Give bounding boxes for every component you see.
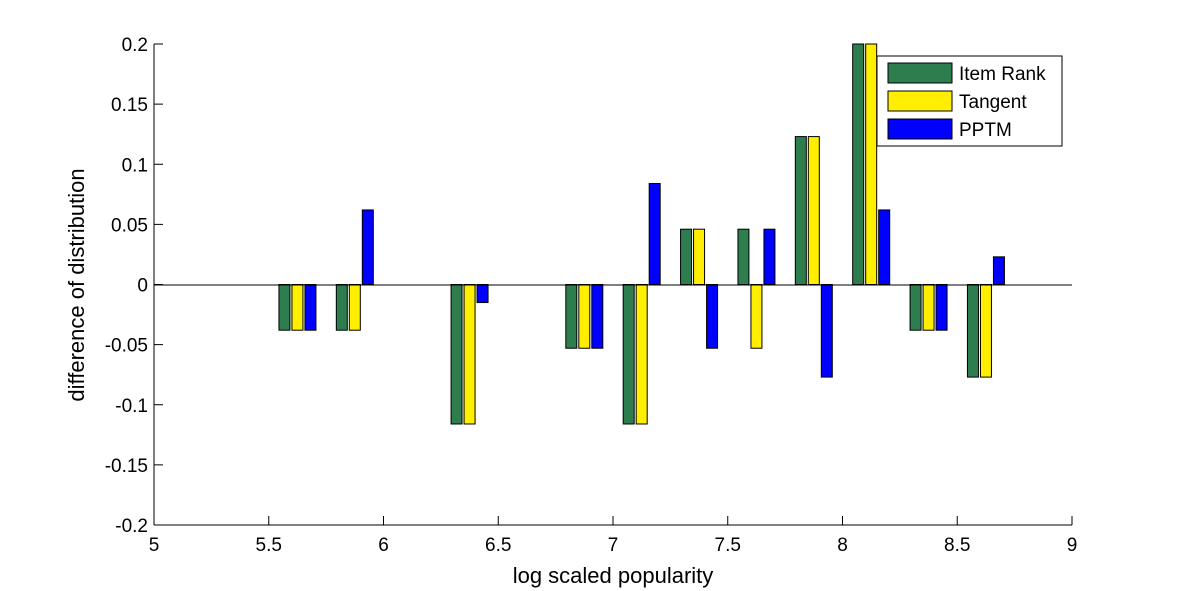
bar-pptm-3 xyxy=(591,284,604,349)
bar-tangent-1 xyxy=(348,284,361,331)
bar-tangent-9 xyxy=(922,284,935,331)
legend-label-1: Tangent xyxy=(959,92,1027,113)
x-tick-label: 7 xyxy=(608,535,619,556)
legend-swatch-0 xyxy=(887,62,953,84)
bar-item-rank-2 xyxy=(450,284,463,425)
bar-tangent-6 xyxy=(750,284,763,349)
bar-tangent-10 xyxy=(979,284,992,378)
bar-tangent-0 xyxy=(291,284,304,331)
bar-tangent-8 xyxy=(865,43,878,285)
y-tick-label: 0.2 xyxy=(122,35,148,56)
y-tick-label: 0 xyxy=(137,276,148,297)
bar-pptm-2 xyxy=(476,284,489,304)
x-tick-label: 7.5 xyxy=(715,535,741,556)
x-tick-label: 6 xyxy=(378,535,389,556)
bar-pptm-0 xyxy=(304,284,317,331)
legend-label-0: Item Rank xyxy=(959,64,1046,85)
bar-tangent-7 xyxy=(807,136,820,285)
x-axis-label: log scaled popularity xyxy=(513,563,714,588)
bar-pptm-8 xyxy=(878,209,891,285)
y-tick-label: -0.1 xyxy=(115,396,148,417)
y-axis-label: difference of distribution xyxy=(64,168,89,401)
bar-item-rank-9 xyxy=(909,284,922,331)
y-tick-label: 0.1 xyxy=(122,155,148,176)
bar-tangent-5 xyxy=(693,228,706,286)
bars-layer xyxy=(278,43,1005,425)
x-tick-label: 6.5 xyxy=(485,535,511,556)
legend: Item Rank Tangent PPTM xyxy=(876,55,1063,147)
x-tick-label: 5.5 xyxy=(256,535,282,556)
bar-item-rank-3 xyxy=(565,284,578,349)
bar-pptm-9 xyxy=(935,284,948,331)
y-tick-label: 0.05 xyxy=(111,215,148,236)
y-tick-label: -0.2 xyxy=(115,516,148,537)
y-tick-label: -0.05 xyxy=(105,336,148,357)
legend-label-2: PPTM xyxy=(959,120,1012,141)
x-tick-label: 8.5 xyxy=(944,535,970,556)
axes-layer: 5 5.5 6 6.5 7 7.5 8 8.5 9 -0.2 -0.15 -0.1 -0.05 0 0.05… xyxy=(105,35,1078,556)
bar-item-rank-5 xyxy=(680,228,693,286)
y-tick-label: -0.15 xyxy=(105,456,148,477)
y-tick-label: 0.15 xyxy=(111,95,148,116)
legend-swatch-1 xyxy=(887,90,953,112)
bar-tangent-3 xyxy=(578,284,591,349)
bar-item-rank-8 xyxy=(852,43,865,285)
x-tick-label: 8 xyxy=(837,535,848,556)
bar-item-rank-0 xyxy=(278,284,291,331)
bar-tangent-2 xyxy=(463,284,476,425)
bar-pptm-1 xyxy=(361,209,374,285)
bar-pptm-5 xyxy=(706,284,719,349)
bar-tangent-4 xyxy=(635,284,648,425)
bar-pptm-7 xyxy=(820,284,833,378)
bar-item-rank-1 xyxy=(335,284,348,331)
legend-swatch-2 xyxy=(887,118,953,140)
bar-item-rank-10 xyxy=(966,284,979,378)
bar-item-rank-4 xyxy=(622,284,635,425)
bar-pptm-10 xyxy=(992,256,1005,285)
bar-item-rank-7 xyxy=(794,136,807,285)
x-tick-label: 9 xyxy=(1067,535,1078,556)
bar-pptm-4 xyxy=(648,182,661,286)
bar-item-rank-6 xyxy=(737,228,750,286)
x-tick-label: 5 xyxy=(149,535,160,556)
bar-pptm-6 xyxy=(763,228,776,286)
